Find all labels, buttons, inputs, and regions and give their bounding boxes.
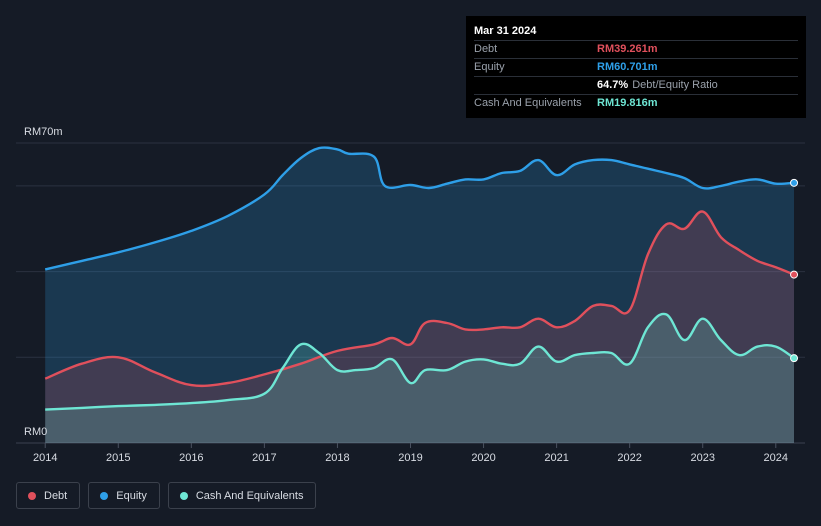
- debt-dot-icon: [28, 491, 36, 500]
- x-tick-label: 2021: [544, 452, 568, 464]
- legend-cash-label: Cash And Equivalents: [195, 489, 304, 502]
- debt-end-marker: [790, 270, 799, 279]
- equity-line: [44, 146, 795, 271]
- cash-and-equivalents-area: [45, 313, 794, 443]
- legend-item-debt[interactable]: Debt: [16, 482, 81, 509]
- x-tick-label: 2014: [33, 452, 57, 464]
- x-tick-label: 2017: [252, 452, 276, 464]
- equity-dot-icon: [100, 491, 109, 500]
- tooltip-row-cash: Cash And Equivalents RM19.816m: [474, 94, 798, 112]
- x-axis-ticks: 2014 2015 2016 2017 2018 2019 2020 2021 2022 2023…: [33, 443, 788, 464]
- series-areas: [45, 147, 794, 443]
- x-tick-label: 2020: [471, 452, 495, 464]
- tooltip-cash-value: RM19.816m: [597, 97, 658, 109]
- tooltip-date: Mar 31 2024: [474, 25, 537, 37]
- x-tick-label: 2022: [617, 452, 641, 464]
- y-axis-bottom-label: RM0: [24, 426, 47, 438]
- tooltip-cash-label: Cash And Equivalents: [474, 97, 582, 109]
- tooltip-debt-value: RM39.261m: [597, 43, 658, 55]
- end-markers: [790, 178, 799, 363]
- x-tick-label: 2019: [398, 452, 422, 464]
- series-lines: [44, 146, 795, 411]
- x-tick-label: 2016: [179, 452, 203, 464]
- tooltip-ratio-suffix: Debt/Equity Ratio: [632, 79, 718, 91]
- tooltip-equity-value: RM60.701m: [597, 61, 658, 73]
- legend-item-cash[interactable]: Cash And Equivalents: [167, 482, 317, 509]
- x-tick-label: 2015: [106, 452, 130, 464]
- legend-equity-label: Equity: [116, 489, 147, 502]
- cash-and-equivalents-end-marker: [790, 354, 799, 363]
- y-axis-top-label: RM70m: [24, 126, 63, 138]
- tooltip-panel: Mar 31 2024 Debt RM39.261m Equity RM60.7…: [466, 16, 806, 118]
- tooltip-ratio-value: 64.7%: [597, 79, 629, 91]
- cash-dot-icon: [179, 491, 188, 500]
- tooltip-row-ratio: 64.7% Debt/Equity Ratio: [474, 76, 798, 94]
- tooltip-debt-label: Debt: [474, 43, 498, 55]
- debt-area: [45, 211, 794, 443]
- x-tick-label: 2024: [764, 452, 788, 464]
- debt-line: [44, 210, 795, 388]
- cash-and-equivalents-line: [45, 312, 795, 411]
- tooltip-row-equity: Equity RM60.701m: [474, 58, 798, 76]
- equity-area: [45, 147, 794, 443]
- tooltip-ratio-label: [474, 77, 597, 94]
- legend-item-equity[interactable]: Equity: [88, 482, 160, 509]
- x-tick-label: 2023: [690, 452, 714, 464]
- legend-debt-label: Debt: [44, 489, 68, 502]
- tooltip-equity-label: Equity: [474, 61, 505, 73]
- chart-legend: Debt Equity Cash And Equivalents: [16, 482, 317, 509]
- tooltip-row-debt: Debt RM39.261m: [474, 40, 798, 58]
- x-tick-label: 2018: [325, 452, 349, 464]
- equity-end-marker: [790, 178, 799, 187]
